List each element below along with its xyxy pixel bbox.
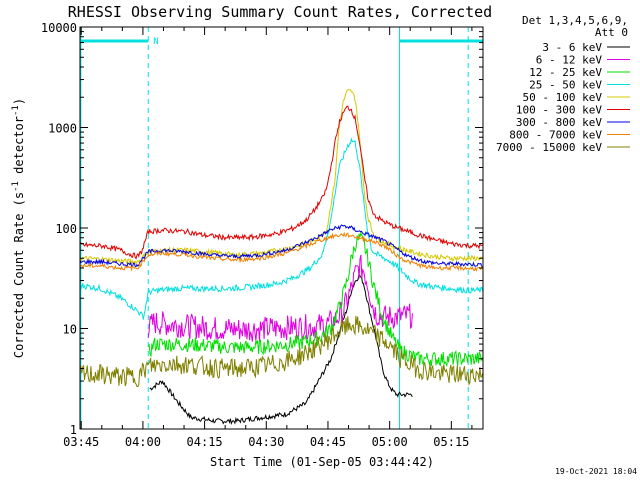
legend-entry: 12 - 25 keV (529, 66, 602, 79)
axes: 03:45 04:00 04:15 04:30 04:45 05:00 05:15 1 10 10… (41, 21, 483, 449)
series-line (147, 231, 484, 367)
legend-entry: 50 - 100 keV (523, 91, 603, 104)
night-label: N (153, 37, 158, 47)
x-tick-label: 04:15 (187, 435, 223, 449)
y-axis-label: Corrected Count Rate (s-1 detector-1) (11, 98, 26, 358)
series-line (79, 231, 484, 273)
y-tick-label: 10 (63, 323, 77, 337)
x-tick-label: 04:30 (248, 435, 284, 449)
x-axis-label: Start Time (01-Sep-05 03:44:42) (210, 455, 434, 469)
legend-entry: 300 - 800 keV (516, 116, 602, 129)
x-tick-label: 05:15 (433, 435, 469, 449)
legend-entry: 3 - 6 keV (542, 41, 602, 54)
legend-entry: 800 - 7000 keV (509, 129, 602, 142)
x-tick-label: 04:45 (310, 435, 346, 449)
chart-title: RHESSI Observing Summary Count Rates, Co… (68, 3, 492, 21)
series-line (79, 315, 484, 387)
series-line (79, 105, 483, 260)
series-line (79, 224, 483, 268)
x-tick-label: 03:45 (63, 435, 99, 449)
x-tick-label: 05:00 (372, 435, 408, 449)
series-line (149, 274, 413, 426)
y-tick-label: 1 (70, 423, 77, 437)
y-tick-label: 100 (55, 222, 77, 236)
timestamp: 19-Oct-2021 18:04 (555, 467, 637, 476)
legend-header: Det 1,3,4,5,6,9, (522, 14, 628, 27)
series-line (79, 137, 484, 320)
legend-header: Att 0 (595, 26, 628, 39)
legend-entry: 6 - 12 keV (536, 54, 603, 67)
legend-entry: 100 - 300 keV (516, 104, 602, 117)
plot-area: N (79, 27, 484, 429)
legend-entry: 25 - 50 keV (529, 79, 602, 92)
series-line (147, 254, 413, 342)
y-tick-label: 1000 (48, 122, 77, 136)
legend-entry: 7000 - 15000 keV (496, 141, 602, 154)
y-tick-label: 10000 (41, 21, 77, 35)
x-tick-label: 04:00 (125, 435, 161, 449)
